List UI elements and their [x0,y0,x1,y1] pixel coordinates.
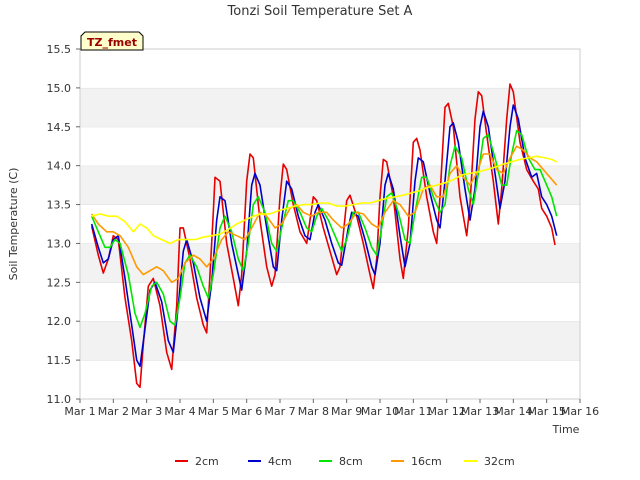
x-tick-label: Mar 2 [98,405,129,418]
legend-label-8cm: 8cm [339,455,363,468]
legend-label-16cm: 16cm [411,455,442,468]
x-tick-label: Mar 5 [198,405,229,418]
y-axis-ticks: 11.0 11.5 12.0 12.5 13.0 13.5 14.0 14.5 15.0 15.5 [47,43,80,406]
y-tick-label: 15.0 [47,82,72,95]
plot-area-frame [79,48,581,400]
y-tick-label: 13.0 [47,237,72,250]
x-tick-label: Mar 15 [528,405,566,418]
grid-band [80,321,580,361]
x-tick-label: Mar 10 [361,405,399,418]
annotation-box: TZ_fmet [80,31,144,51]
x-tick-label: Mar 9 [331,405,362,418]
y-tick-label: 13.5 [47,199,72,212]
x-tick-label: Mar 4 [164,405,195,418]
x-tick-label: Mar 14 [494,405,532,418]
annotation-box-shape [80,31,144,51]
chart-legend: 2cm 4cm 8cm 16cm 32cm [175,455,515,468]
x-tick-label: Mar 1 [64,405,95,418]
legend-label-32cm: 32cm [484,455,515,468]
legend-label-2cm: 2cm [195,455,219,468]
x-tick-label: Mar 12 [428,405,466,418]
x-tick-label: Mar 16 [561,405,599,418]
x-tick-label: Mar 3 [131,405,162,418]
grid-band [80,49,580,88]
y-tick-label: 11.5 [47,354,72,367]
grid-band [80,360,580,399]
series-line-32cm [91,155,558,245]
y-tick-label: 11.0 [47,393,72,406]
y-tick-label: 15.5 [47,43,72,56]
x-tick-label: Mar 11 [394,405,432,418]
y-tick-label: 14.0 [47,160,72,173]
x-axis-ticks: Mar 1 Mar 2 Mar 3 Mar 4 Mar 5 Mar 6 Mar 7 Mar 8… [64,399,599,418]
x-tick-label: Mar 7 [264,405,295,418]
data-series-lines [90,83,558,389]
x-tick-label: Mar 13 [461,405,499,418]
grid-band [80,126,580,166]
chart-title: Tonzi Soil Temperature Set A [227,4,413,19]
y-tick-label: 14.5 [47,121,72,134]
y-axis-label: Soil Temperature (C) [7,168,20,281]
x-axis-label: Time [552,423,580,436]
y-tick-label: 12.0 [47,315,72,328]
x-tick-label: Mar 8 [298,405,329,418]
x-tick-label: Mar 6 [231,405,262,418]
annotation-label: TZ_fmet [87,36,137,49]
series-line-16cm [91,145,558,284]
grid-band [80,87,580,127]
series-line-8cm [90,129,558,329]
series-line-2cm [90,83,556,389]
legend-label-4cm: 4cm [268,455,292,468]
y-tick-label: 12.5 [47,276,72,289]
series-line-4cm [90,104,558,368]
